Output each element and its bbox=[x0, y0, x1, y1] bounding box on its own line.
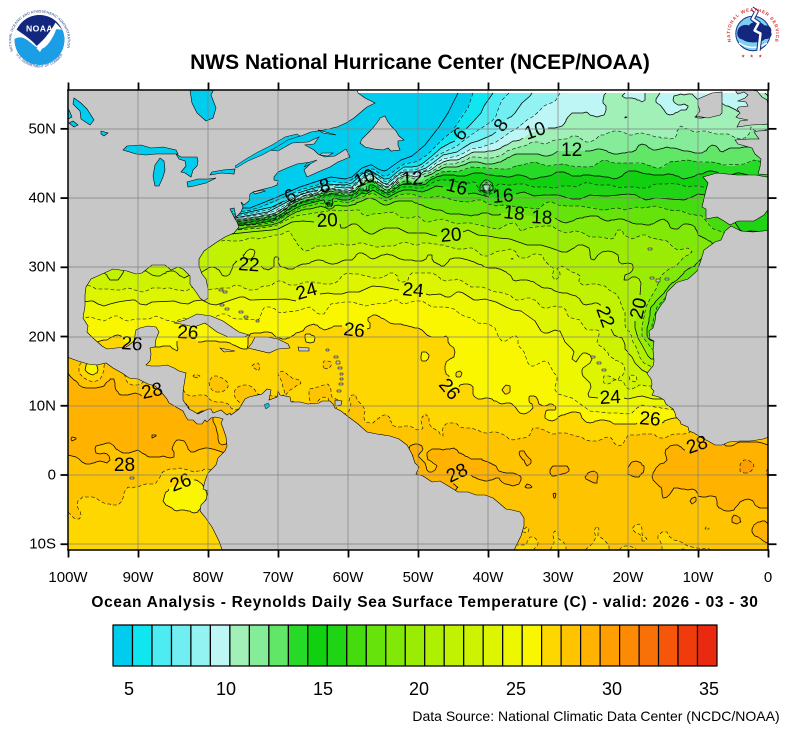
svg-text:28: 28 bbox=[114, 455, 135, 476]
svg-text:24: 24 bbox=[599, 387, 622, 409]
svg-text:20: 20 bbox=[316, 210, 338, 232]
svg-text:NOAA: NOAA bbox=[26, 24, 53, 34]
svg-text:18: 18 bbox=[502, 202, 525, 225]
svg-text:★★★: ★★★ bbox=[741, 54, 767, 59]
svg-text:18: 18 bbox=[531, 207, 553, 229]
svg-text:26: 26 bbox=[121, 333, 144, 355]
svg-text:28: 28 bbox=[140, 379, 165, 404]
svg-text:26: 26 bbox=[177, 322, 199, 344]
svg-text:26: 26 bbox=[639, 408, 662, 431]
svg-text:20: 20 bbox=[440, 224, 463, 247]
svg-text:12: 12 bbox=[561, 140, 582, 161]
svg-text:8: 8 bbox=[317, 175, 332, 198]
svg-text:20: 20 bbox=[626, 296, 651, 321]
svg-text:22: 22 bbox=[238, 254, 261, 276]
svg-text:16: 16 bbox=[492, 185, 515, 208]
svg-text:24: 24 bbox=[401, 279, 425, 302]
